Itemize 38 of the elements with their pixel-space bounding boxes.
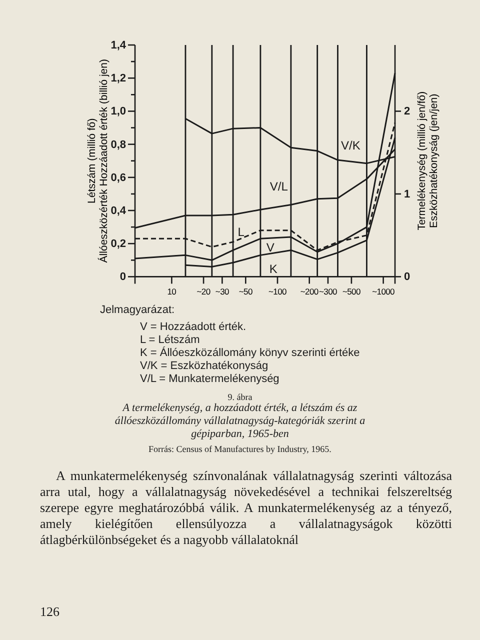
x-tick-label: ~50 (238, 286, 253, 297)
y-tick-label: 0 (120, 271, 126, 284)
y-tick-label: 0,2 (110, 238, 126, 250)
x-tick-label: ~30 (215, 286, 230, 297)
series-label: V/L (270, 180, 288, 194)
y2-tick-label: 0 (404, 271, 410, 284)
text: A munkatermelékenység színvonalának vállalatnagyság szerinti változása arra utal, hogy a vállalatnagyság növekedésével a technikai felszereltség szerepe egyre meghatározóbbá válik. A munkatermelékenység az a tényező, amely kielégítően ellensúlyozza a vállalatnagyságok közötti átlagbérkülönbségeket és a nagyobb vállalatoknál (40, 468, 452, 548)
y-tick-label: 0,8 (110, 138, 126, 151)
x-tick-label: ~20 (196, 286, 211, 297)
y-tick-label: 1,2 (110, 72, 126, 85)
text: Jelmagyarázat: (100, 304, 176, 317)
y2-axis-title: Termelékenység (millió jen/fő) Eszközhatékonyság (jen/jen) (416, 91, 440, 230)
text: 9. ábra (226, 392, 254, 402)
text: V/L = Munkatermelékenység (140, 373, 280, 386)
series-label: V/K (341, 138, 360, 152)
y-tick-label: 1,4 (110, 40, 127, 52)
text: V/K = Eszközhatékonyság (140, 360, 270, 373)
x-tick-label: ~1000 (372, 286, 396, 297)
series-label: V (266, 240, 274, 255)
x-tick-label: ~300 (319, 286, 338, 297)
series-label: K (269, 262, 278, 276)
text: A termelékenység, a hozzáadott érték, a létszám és az állóeszközállomány vállalatnagyság-kategóriák szerint a gépiparban, 1965-ben (114, 402, 366, 441)
y-tick-label: 1,0 (110, 106, 126, 118)
y2-tick-label: 1 (404, 188, 410, 200)
text: Forrás: Census of Manufactures by Industry, 1965. (148, 444, 332, 454)
y2-tick-label: 2 (404, 106, 410, 118)
series-label: L (238, 224, 245, 239)
text: V = Hozzáadott érték. (140, 321, 248, 334)
x-tick-label: ~500 (342, 286, 361, 297)
y-axis-title: Létszám (millió fő) Állóeszközérték Hozzáadott érték (billió jen) (86, 59, 110, 263)
x-tick-label: 10 (167, 286, 177, 297)
y-tick-label: 0,6 (110, 172, 126, 184)
x-tick-label: ~100 (268, 286, 288, 297)
text: L = Létszám (140, 334, 201, 346)
text: 126 (40, 604, 60, 620)
x-tick-label: ~200 (300, 286, 319, 297)
text: K = Állóeszközállomány könyv szerinti értéke (140, 347, 361, 360)
y-tick-label: 0,4 (110, 205, 127, 218)
